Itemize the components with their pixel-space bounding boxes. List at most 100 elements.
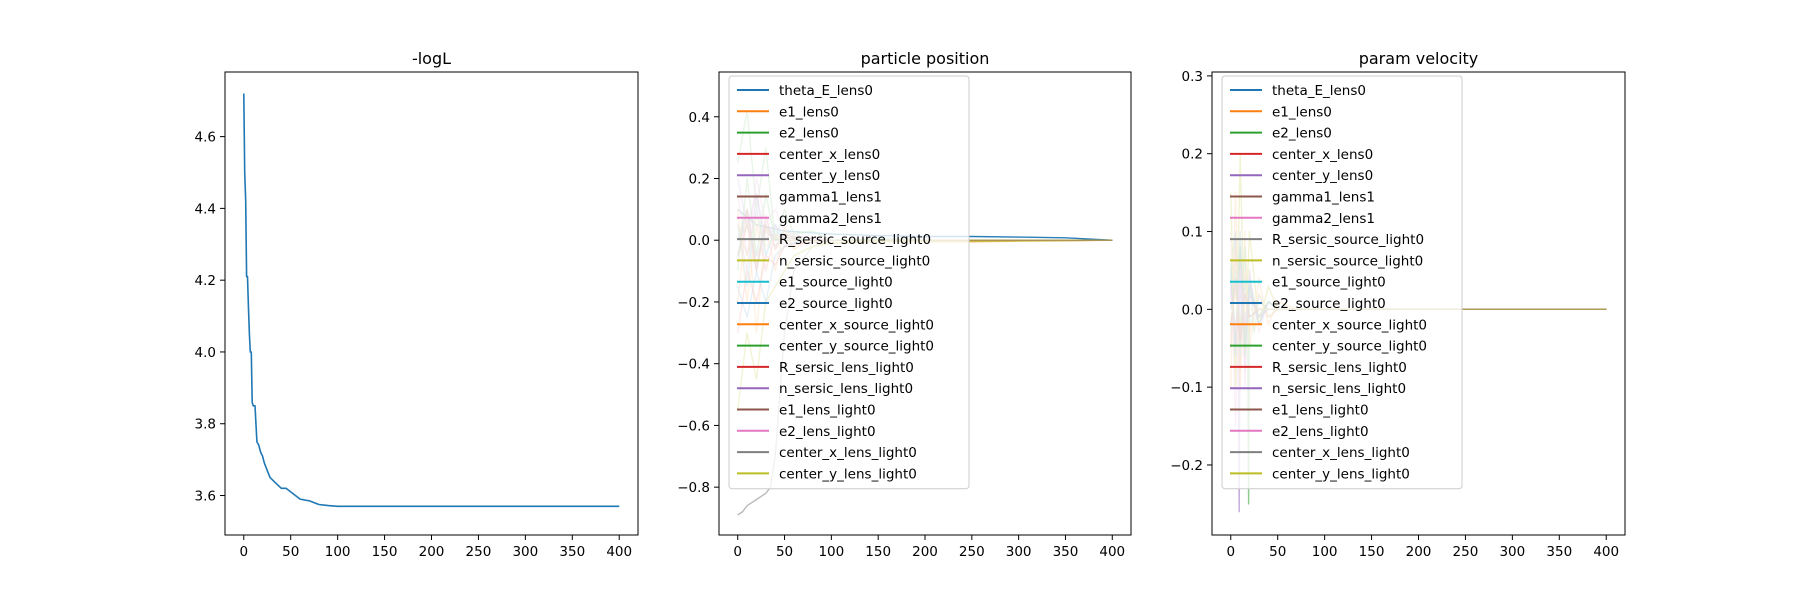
y-tick-label: −0.2: [1170, 458, 1203, 474]
chart-title: param velocity: [1359, 49, 1479, 68]
legend-entry: center_y_lens_light0: [1230, 466, 1410, 482]
legend-box: [1221, 75, 1463, 490]
legend-entry: gamma2_lens1: [737, 211, 882, 227]
x-tick-label: 150: [865, 544, 891, 560]
y-tick-label: 0.3: [1182, 69, 1203, 85]
legend-label: n_sersic_source_light0: [1272, 253, 1423, 269]
x-tick-label: 400: [606, 544, 632, 560]
legend-entry: e2_source_light0: [737, 296, 893, 312]
legend-label: center_x_source_light0: [779, 317, 934, 333]
legend-entry: center_x_lens_light0: [737, 445, 917, 461]
legend-entry: center_x_source_light0: [1230, 317, 1427, 333]
x-tick-label: 0: [239, 544, 248, 560]
y-tick-label: 4.4: [195, 201, 216, 217]
chart-particle-position: particle position 0 50 100 150 200 250 300 350 4…: [677, 49, 1132, 560]
legend-label: center_y_lens0: [779, 168, 880, 184]
legend-entry: e1_lens_light0: [737, 403, 876, 419]
x-tick-label: 50: [282, 544, 299, 560]
legend-box: [728, 75, 970, 490]
legend-entry: center_x_source_light0: [737, 317, 934, 333]
legend-label: n_sersic_source_light0: [779, 253, 930, 269]
y-tick-label: −0.4: [677, 357, 710, 373]
legend: theta_E_lens0 e1_lens0 e2_lens0 center_x_le…: [1221, 75, 1463, 490]
chart-title: particle position: [861, 49, 990, 68]
x-tick-label: 100: [325, 544, 351, 560]
x-tick-label: 0: [733, 544, 742, 560]
y-axis: 3.6 3.8 4.0 4.2 4.4 4.6: [195, 130, 225, 505]
x-tick-label: 350: [559, 544, 585, 560]
x-tick-label: 250: [1453, 544, 1479, 560]
y-axis: −0.8 −0.6 −0.4 −0.2 0.0 0.2 0.4: [677, 110, 719, 496]
legend-label: e2_lens0: [779, 126, 839, 142]
x-tick-label: 50: [776, 544, 793, 560]
y-tick-label: 3.8: [195, 417, 216, 433]
x-axis: 0 50 100 150 200 250 300 350 400: [239, 535, 632, 560]
legend-entry: R_sersic_lens_light0: [1230, 360, 1407, 376]
x-tick-label: 200: [912, 544, 938, 560]
x-tick-label: 300: [512, 544, 538, 560]
series-line-value: [243, 93, 620, 508]
legend-entry: n_sersic_source_light0: [737, 253, 930, 269]
legend-entry: n_sersic_source_light0: [1230, 253, 1423, 269]
y-tick-label: 0.2: [1182, 147, 1203, 163]
legend-entry: n_sersic_lens_light0: [737, 381, 913, 397]
y-tick-label: 0.1: [1182, 225, 1203, 241]
legend-entry: n_sersic_lens_light0: [1230, 381, 1406, 397]
y-tick-label: 0.4: [689, 110, 710, 126]
y-tick-label: 0.2: [689, 171, 710, 187]
legend-entry: e2_lens_light0: [737, 424, 876, 440]
x-tick-label: 400: [1099, 544, 1125, 560]
legend-entry: e2_source_light0: [1230, 296, 1386, 312]
legend-entry: R_sersic_lens_light0: [737, 360, 914, 376]
legend-entry: center_y_lens0: [737, 168, 880, 184]
legend-entry: gamma2_lens1: [1230, 211, 1375, 227]
legend-label: theta_E_lens0: [1272, 83, 1366, 99]
chart-title: -logL: [412, 49, 451, 68]
legend-label: center_x_lens0: [779, 147, 880, 163]
y-tick-label: 0.0: [689, 233, 710, 249]
legend-entry: e1_lens_light0: [1230, 403, 1369, 419]
legend-entry: center_y_lens0: [1230, 168, 1373, 184]
legend-entry: theta_E_lens0: [737, 83, 873, 99]
legend-label: center_y_source_light0: [779, 339, 934, 355]
y-tick-label: −0.6: [677, 418, 710, 434]
legend-entry: R_sersic_source_light0: [1230, 232, 1424, 248]
legend-label: center_x_source_light0: [1272, 317, 1427, 333]
x-tick-label: 250: [959, 544, 985, 560]
x-tick-label: 350: [1546, 544, 1572, 560]
legend-entry: e2_lens0: [737, 126, 839, 142]
legend-label: gamma1_lens1: [779, 190, 882, 206]
x-tick-label: 150: [372, 544, 398, 560]
x-tick-label: 200: [1406, 544, 1432, 560]
x-tick-label: 100: [1312, 544, 1338, 560]
legend-label: e1_lens_light0: [1272, 403, 1369, 419]
legend-label: e2_lens_light0: [1272, 424, 1369, 440]
legend-label: e2_lens0: [1272, 126, 1332, 142]
x-axis: 0 50 100 150 200 250 300 350 400: [733, 535, 1125, 560]
legend-entry: e1_lens0: [737, 104, 839, 120]
legend-entry: theta_E_lens0: [1230, 83, 1366, 99]
legend-entry: e1_source_light0: [737, 275, 893, 291]
y-axis: −0.2 −0.1 0.0 0.1 0.2 0.3: [1170, 69, 1212, 474]
legend-entry: center_x_lens0: [737, 147, 880, 163]
x-tick-label: 400: [1593, 544, 1619, 560]
legend-entry: gamma1_lens1: [737, 190, 882, 206]
legend-label: e2_lens_light0: [779, 424, 876, 440]
y-tick-label: 4.6: [195, 130, 216, 146]
legend-entry: gamma1_lens1: [1230, 190, 1375, 206]
legend-label: R_sersic_lens_light0: [1272, 360, 1407, 376]
x-tick-label: 350: [1053, 544, 1079, 560]
legend-label: center_x_lens_light0: [779, 445, 917, 461]
y-tick-label: −0.2: [677, 295, 710, 311]
y-tick-label: 3.6: [195, 489, 216, 505]
legend-label: n_sersic_lens_light0: [779, 381, 913, 397]
legend-entry: center_y_source_light0: [1230, 339, 1427, 355]
x-tick-label: 300: [1499, 544, 1525, 560]
legend-entry: center_x_lens0: [1230, 147, 1373, 163]
legend-entry: e1_lens0: [1230, 104, 1332, 120]
legend-label: e1_source_light0: [1272, 275, 1386, 291]
legend-label: R_sersic_lens_light0: [779, 360, 914, 376]
y-tick-label: −0.1: [1170, 380, 1203, 396]
legend-entry: e2_lens_light0: [1230, 424, 1369, 440]
chart-param-velocity: param velocity 0 50 100 150 200 250 300 350 400 …: [1170, 49, 1626, 560]
